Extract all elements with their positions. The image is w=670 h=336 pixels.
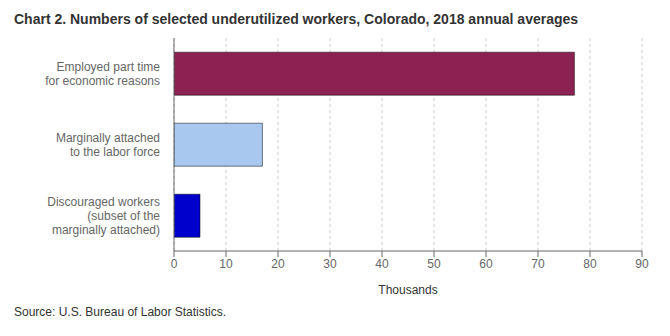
svg-text:90: 90	[635, 257, 649, 271]
svg-text:Discouraged workers(subset of: Discouraged workers(subset of themargina…	[47, 195, 160, 237]
svg-text:50: 50	[427, 257, 441, 271]
svg-text:Thousands: Thousands	[378, 283, 437, 297]
svg-text:60: 60	[479, 257, 493, 271]
svg-text:40: 40	[375, 257, 389, 271]
svg-text:Marginally attachedto the labo: Marginally attachedto the labor force	[56, 131, 160, 159]
svg-text:10: 10	[219, 257, 233, 271]
svg-text:Employed part timefor economic: Employed part timefor economic reasons	[45, 60, 160, 88]
svg-text:80: 80	[583, 257, 597, 271]
svg-text:30: 30	[323, 257, 337, 271]
html-text:Source: U.S. Bureau of Labor S: Source: U.S. Bureau of Labor Statistics.	[14, 305, 227, 319]
html-text:Chart 2. Numbers of selected u: Chart 2. Numbers of selected underutiliz…	[14, 11, 579, 27]
svg-text:0: 0	[171, 257, 178, 271]
svg-text:20: 20	[271, 257, 285, 271]
svg-text:70: 70	[531, 257, 545, 271]
